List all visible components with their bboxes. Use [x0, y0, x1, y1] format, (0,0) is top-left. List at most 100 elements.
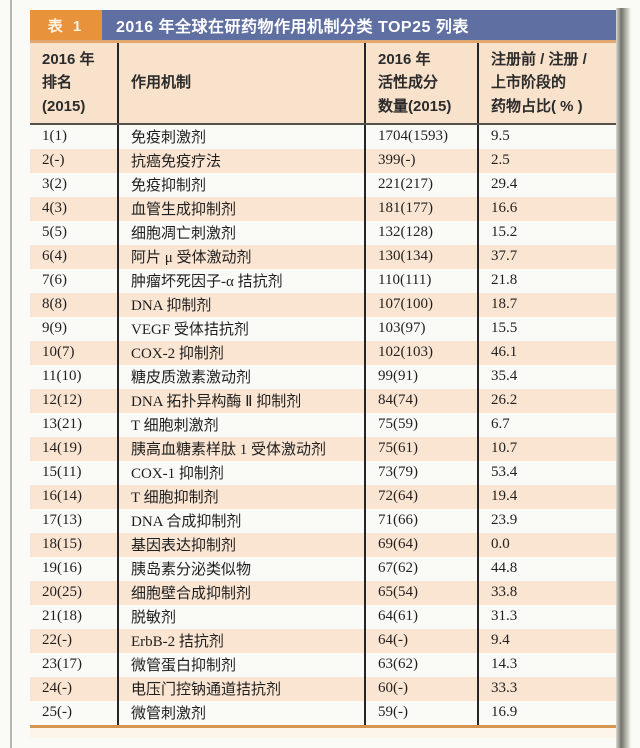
- mechanism-cell: 细胞凋亡刺激剂: [118, 220, 366, 245]
- percent-cell: 6.7: [491, 416, 510, 433]
- table-row: 2(-) 抗癌免疫疗法 399(-) 2.5: [30, 148, 616, 173]
- table-row: 18(15) 基因表达抑制剂 69(64) 0.0: [30, 532, 616, 557]
- count-cell: 75(61): [365, 436, 479, 461]
- column-header-line: 注册前 / 注册 /: [491, 51, 587, 68]
- rank-cell: 23(17): [30, 652, 119, 677]
- percent-cell: 26.2: [491, 392, 518, 409]
- percent-cell: 23.9: [491, 512, 518, 529]
- percent-cell: 14.3: [491, 656, 518, 673]
- table-row: 13(21) T 细胞刺激剂 75(59) 6.7: [30, 412, 616, 437]
- count-cell: 107(100): [365, 292, 479, 317]
- mechanism-cell: 肿瘤坏死因子-α 拮抗剂: [118, 268, 366, 293]
- mechanism-cell: 阿片 μ 受体激动剂: [118, 244, 366, 269]
- count-cell: 399(-): [365, 148, 479, 173]
- mechanism-cell: VEGF 受体拮抗剂: [118, 316, 366, 341]
- percent-cell: 31.3: [491, 608, 518, 625]
- column-header-rank: 2016 年 排名 (2015): [30, 43, 119, 125]
- mechanism-cell: 免疫刺激剂: [118, 123, 366, 149]
- mechanism-cell: 胰高血糖素样肽 1 受体激动剂: [118, 436, 366, 461]
- percent-cell: 33.3: [491, 680, 518, 697]
- table-row: 16(14) T 细胞抑制剂 72(64) 19.4: [30, 484, 616, 509]
- rank-cell: 8(8): [30, 292, 119, 317]
- rank-cell: 9(9): [30, 316, 119, 341]
- mechanism-cell: T 细胞刺激剂: [118, 412, 366, 437]
- count-cell: 103(97): [365, 316, 479, 341]
- page-edge-left: [10, 0, 12, 748]
- table-row: 15(11) COX-1 抑制剂 73(79) 53.4: [30, 460, 616, 485]
- table-row: 10(7) COX-2 抑制剂 102(103) 46.1: [30, 340, 616, 365]
- column-header-line: 2016 年: [378, 51, 431, 68]
- percent-cell: 9.4: [491, 632, 510, 649]
- mechanism-cell: ErbB-2 拮抗剂: [118, 628, 366, 653]
- count-cell: 181(177): [365, 196, 479, 221]
- count-cell: 60(-): [365, 676, 479, 701]
- mechanism-cell: 抗癌免疫疗法: [118, 148, 366, 173]
- count-cell: 84(74): [365, 388, 479, 413]
- column-header-line: 排名: [42, 74, 73, 92]
- count-cell: 63(62): [365, 652, 479, 677]
- rank-cell: 3(2): [30, 172, 119, 197]
- mechanism-cell: COX-2 抑制剂: [118, 340, 366, 365]
- table-row: 8(8) DNA 抑制剂 107(100) 18.7: [30, 292, 616, 317]
- table-row: 7(6) 肿瘤坏死因子-α 拮抗剂 110(111) 21.8: [30, 268, 616, 293]
- mechanism-cell: 脱敏剂: [118, 604, 366, 629]
- count-cell: 102(103): [365, 340, 479, 365]
- count-cell: 73(79): [365, 460, 479, 485]
- page-title-bar: 表 1 2016 年全球在研药物作用机制分类 TOP25 列表: [30, 10, 616, 40]
- table-row: 21(18) 脱敏剂 64(61) 31.3: [30, 604, 616, 629]
- column-header-line: 2016 年: [42, 51, 95, 68]
- count-cell: 65(54): [365, 580, 479, 605]
- table-row: 11(10) 糖皮质激素激动剂 99(91) 35.4: [30, 364, 616, 389]
- mechanism-cell: 微管蛋白抑制剂: [118, 652, 366, 677]
- rank-cell: 22(-): [30, 628, 119, 653]
- percent-cell: 35.4: [491, 368, 518, 385]
- mechanism-cell: COX-1 抑制剂: [118, 460, 366, 485]
- count-cell: 221(217): [365, 172, 479, 197]
- column-header-line: (2015): [42, 97, 86, 115]
- rank-cell: 20(25): [30, 580, 119, 605]
- table-label: 表 1: [30, 10, 102, 40]
- table-row: 1(1) 免疫刺激剂 1704(1593) 9.5: [30, 123, 616, 149]
- count-cell: 69(64): [365, 532, 479, 557]
- table-row: 24(-) 电压门控钠通道拮抗剂 60(-) 33.3: [30, 676, 616, 701]
- count-cell: 71(66): [365, 508, 479, 533]
- rank-cell: 25(-): [30, 700, 119, 725]
- count-cell: 67(62): [365, 556, 479, 581]
- rank-cell: 10(7): [30, 340, 119, 365]
- table-row: 9(9) VEGF 受体拮抗剂 103(97) 15.5: [30, 316, 616, 341]
- percent-cell: 9.5: [491, 128, 510, 145]
- percent-cell: 0.0: [491, 536, 510, 553]
- percent-cell: 19.4: [491, 488, 518, 505]
- table-row: 5(5) 细胞凋亡刺激剂 132(128) 15.2: [30, 220, 616, 245]
- table-header: 2016 年 排名 (2015) 作用机制 2016 年 活性成分 数量(201…: [30, 43, 616, 125]
- percent-cell: 10.7: [491, 440, 518, 457]
- column-header-share: 注册前 / 注册 / 上市阶段的 药物占比( % ): [478, 43, 616, 125]
- column-header-mechanism: 作用机制: [118, 43, 366, 125]
- rank-cell: 17(13): [30, 508, 119, 533]
- page-title: 2016 年全球在研药物作用机制分类 TOP25 列表: [102, 10, 616, 40]
- mechanism-cell: 细胞壁合成抑制剂: [118, 580, 366, 605]
- count-cell: 130(134): [365, 244, 479, 269]
- rank-cell: 2(-): [30, 148, 119, 173]
- table-body: 1(1) 免疫刺激剂 1704(1593) 9.5 2(-) 抗癌免疫疗法 39…: [30, 123, 616, 725]
- percent-cell: 18.7: [491, 296, 518, 313]
- count-cell: 75(59): [365, 412, 479, 437]
- percent-cell: 53.4: [491, 464, 518, 481]
- rank-cell: 19(16): [30, 556, 119, 581]
- mechanism-cell: DNA 拓扑异构酶 Ⅱ 抑制剂: [118, 388, 366, 413]
- column-header-line: 药物占比( % ): [491, 97, 583, 115]
- mechanism-cell: 免疫抑制剂: [118, 172, 366, 197]
- percent-cell: 16.9: [491, 704, 518, 721]
- count-cell: 72(64): [365, 484, 479, 509]
- count-cell: 132(128): [365, 220, 479, 245]
- page-edge-right: [616, 8, 631, 748]
- rank-cell: 11(10): [30, 364, 119, 389]
- rank-cell: 21(18): [30, 604, 119, 629]
- count-cell: 110(111): [365, 268, 479, 293]
- table-row: 19(16) 胰岛素分泌类似物 67(62) 44.8: [30, 556, 616, 581]
- percent-cell: 29.4: [491, 176, 518, 193]
- table-sheet: 表 1 2016 年全球在研药物作用机制分类 TOP25 列表 2016 年 排…: [30, 10, 616, 738]
- rank-cell: 1(1): [30, 123, 119, 149]
- count-cell: 64(61): [365, 604, 479, 629]
- mechanism-cell: 基因表达抑制剂: [118, 532, 366, 557]
